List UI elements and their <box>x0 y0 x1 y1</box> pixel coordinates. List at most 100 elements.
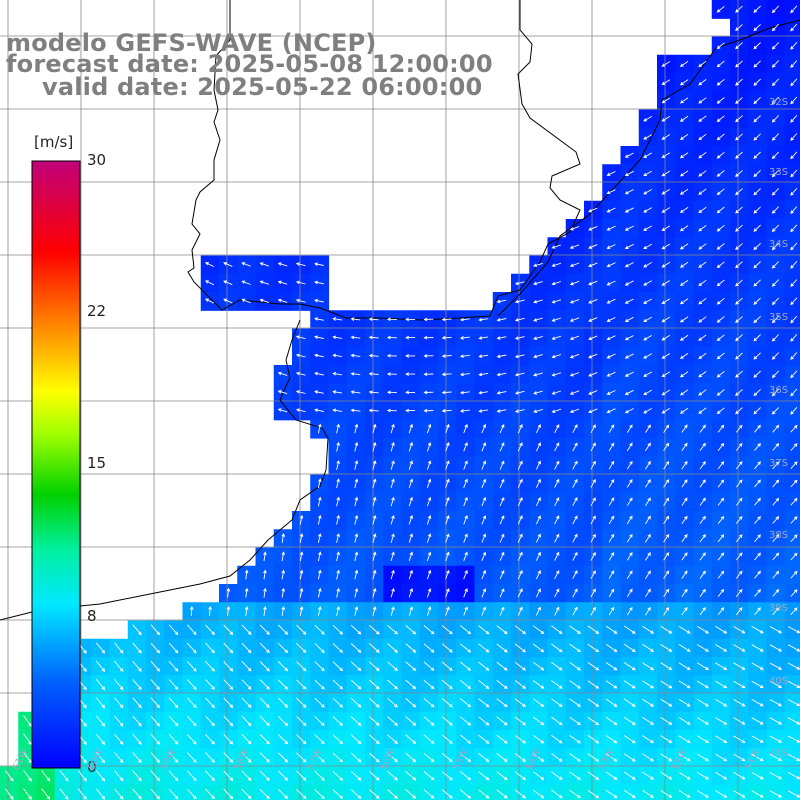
wind-arrow <box>678 644 691 652</box>
wind-arrow <box>681 533 688 543</box>
wind-arrow <box>226 605 231 616</box>
coastline-south <box>0 319 329 621</box>
wind-speed-cell <box>784 657 800 676</box>
wind-arrow <box>317 533 322 543</box>
wind-arrow <box>350 697 362 708</box>
wind-arrow <box>605 753 618 762</box>
wind-arrow <box>753 388 761 397</box>
wind-arrow <box>790 333 798 342</box>
wind-arrow <box>551 299 562 304</box>
wind-speed-cell <box>784 219 800 238</box>
wind-speed-cell <box>784 419 800 439</box>
wind-arrow <box>735 60 743 68</box>
wind-arrow <box>681 588 688 598</box>
wind-arrow <box>408 423 414 434</box>
wind-arrow <box>605 716 618 726</box>
wind-arrow <box>277 371 288 376</box>
wind-arrow <box>445 569 450 580</box>
wind-arrow <box>23 715 32 727</box>
wind-arrow <box>168 715 179 727</box>
wind-speed-cell <box>784 127 800 147</box>
wind-arrow <box>626 497 633 506</box>
wind-arrow <box>150 679 161 691</box>
wind-arrow <box>332 390 343 394</box>
wind-arrow <box>698 407 707 414</box>
wind-arrow <box>642 716 655 725</box>
wind-arrow <box>296 697 307 708</box>
wind-arrow <box>533 372 543 377</box>
wind-arrow <box>551 643 563 653</box>
wind-arrow <box>496 698 508 708</box>
wind-arrow <box>514 661 527 671</box>
wind-arrow <box>41 770 51 782</box>
wind-arrow <box>590 551 596 561</box>
wind-arrow <box>296 661 307 672</box>
wind-speed-cell <box>730 474 749 494</box>
wind-arrow <box>533 262 543 267</box>
wind-arrow <box>386 408 397 413</box>
wind-arrow <box>753 133 761 141</box>
wind-arrow <box>587 735 600 744</box>
wind-arrow <box>408 478 414 489</box>
wind-arrow <box>223 697 234 709</box>
wind-arrow <box>368 317 379 321</box>
wind-arrow <box>678 753 691 762</box>
wind-arrow <box>735 297 743 305</box>
wind-arrow <box>679 188 689 195</box>
wind-arrow <box>626 588 633 598</box>
wind-arrow <box>608 460 615 470</box>
wind-arrow <box>624 189 634 195</box>
wind-arrow <box>463 533 468 543</box>
wind-speed-cell <box>766 784 786 800</box>
wind-arrow <box>463 606 468 616</box>
wind-arrow <box>423 716 435 726</box>
wind-arrow <box>772 588 780 597</box>
wind-arrow <box>150 715 161 727</box>
colorbar-tick: 8 <box>87 607 97 625</box>
wind-arrow <box>698 97 707 104</box>
wind-arrow <box>771 261 780 269</box>
wind-arrow <box>790 370 798 379</box>
wind-arrow <box>608 479 615 488</box>
wind-arrow <box>572 606 578 616</box>
wind-arrow <box>535 588 541 598</box>
wind-arrow <box>332 371 343 376</box>
wind-arrow <box>4 770 14 782</box>
wind-arrow <box>624 262 634 268</box>
wind-arrow <box>478 771 490 781</box>
wind-arrow <box>4 788 14 800</box>
wind-arrow <box>735 243 743 251</box>
wind-arrow <box>623 680 636 689</box>
wind-arrow <box>645 497 651 506</box>
wind-arrow <box>426 496 432 507</box>
wind-speed-cell <box>657 474 676 494</box>
wind-arrow <box>716 407 725 415</box>
wind-arrow <box>23 751 32 764</box>
wind-speed-cell <box>784 255 800 275</box>
wind-arrow <box>350 679 362 690</box>
wind-arrow <box>716 206 725 214</box>
wind-arrow <box>517 460 523 470</box>
wind-arrow <box>95 642 106 654</box>
wind-arrow <box>186 715 197 727</box>
wind-arrow <box>790 589 798 597</box>
wind-arrow <box>735 442 743 451</box>
wind-arrow <box>296 715 307 727</box>
wind-arrow <box>679 133 689 140</box>
wind-arrow <box>554 570 560 580</box>
wind-arrow <box>204 298 215 304</box>
wind-arrow <box>223 734 234 745</box>
wind-arrow <box>408 460 414 470</box>
wind-arrow <box>716 297 725 305</box>
wind-arrow <box>663 533 670 543</box>
wind-arrow <box>698 225 707 232</box>
wind-speed-cell <box>766 164 786 184</box>
wind-arrow <box>754 461 761 470</box>
wind-arrow <box>532 789 545 799</box>
wind-speed-cell <box>328 784 348 800</box>
wind-arrow <box>514 336 525 340</box>
wind-arrow <box>463 496 468 507</box>
wind-speed-cell <box>784 146 800 165</box>
wind-arrow <box>296 642 307 654</box>
wind-arrow <box>405 408 416 413</box>
